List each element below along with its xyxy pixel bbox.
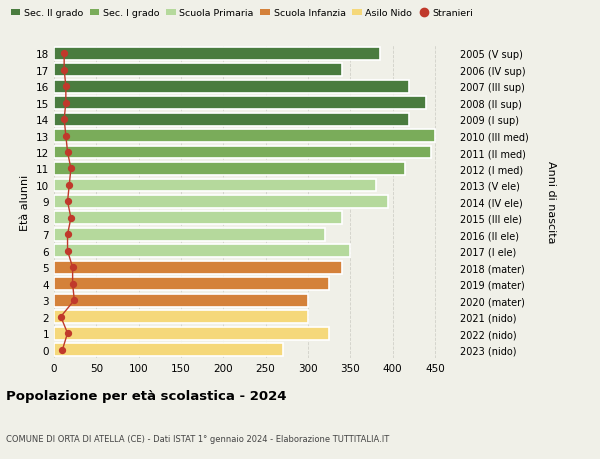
Bar [54,48,380,61]
Point [63,330,73,337]
Legend: Sec. II grado, Sec. I grado, Scuola Primaria, Scuola Infanzia, Asilo Nido, Stran: Sec. II grado, Sec. I grado, Scuola Prim… [11,9,473,18]
Point [68,280,77,288]
Bar [54,81,409,93]
Bar [54,146,431,159]
Point [70,297,79,304]
Point [63,247,73,255]
Bar [54,245,350,257]
Point [66,165,76,173]
Point [63,198,73,206]
Point [58,346,67,353]
Point [59,116,69,123]
Point [59,50,69,58]
Point [56,313,65,321]
Bar [54,113,409,126]
Y-axis label: Anni di nascita: Anni di nascita [545,161,556,243]
Point [61,100,71,107]
Bar [54,97,427,110]
Point [63,149,73,157]
Point [59,67,69,74]
Text: Popolazione per età scolastica - 2024: Popolazione per età scolastica - 2024 [6,389,287,403]
Point [68,264,77,271]
Bar [54,64,342,77]
Bar [54,327,329,340]
Bar [54,261,342,274]
Bar [54,212,342,225]
Bar [54,179,376,192]
Bar [54,229,325,241]
Point [64,182,74,189]
Point [61,133,71,140]
Bar [54,162,405,175]
Bar [54,278,329,291]
Bar [54,196,388,208]
Point [61,83,71,90]
Text: COMUNE DI ORTA DI ATELLA (CE) - Dati ISTAT 1° gennaio 2024 - Elaborazione TUTTIT: COMUNE DI ORTA DI ATELLA (CE) - Dati IST… [6,434,389,442]
Y-axis label: Età alunni: Età alunni [20,174,31,230]
Bar [54,294,308,307]
Point [66,215,76,222]
Bar [54,130,435,143]
Bar [54,343,283,356]
Point [63,231,73,239]
Bar [54,311,308,323]
